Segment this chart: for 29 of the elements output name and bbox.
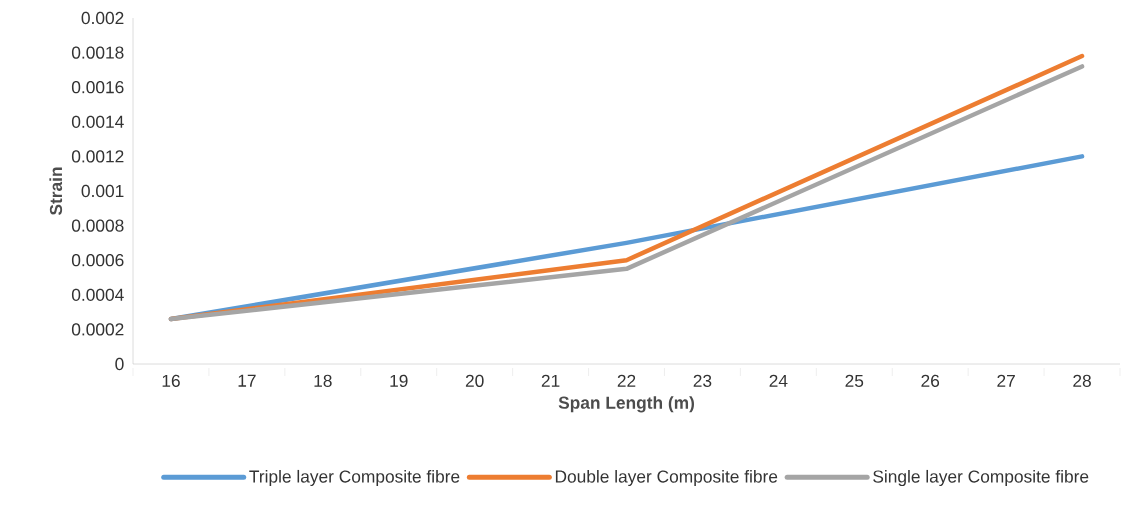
y-axis-title: Strain — [49, 167, 63, 216]
y-tick-label: 0 — [115, 357, 124, 371]
y-tick-label: 0.0002 — [71, 323, 124, 336]
y-tick-label: 0.0004 — [71, 288, 124, 301]
x-tick-label: 26 — [921, 374, 940, 387]
y-tick-label: 0.002 — [81, 11, 124, 25]
x-tick-label: 18 — [314, 374, 332, 387]
x-tick-label: 23 — [693, 374, 712, 387]
x-tick-label: 24 — [769, 374, 788, 387]
legend-label: Single layer Composite fibre — [873, 469, 1089, 487]
x-tick-label: 19 — [390, 374, 408, 387]
x-tick-label: 22 — [617, 374, 636, 387]
x-tick-label: 25 — [845, 374, 864, 387]
y-tick-label: 0.0008 — [71, 219, 124, 232]
x-tick-label: 20 — [465, 374, 484, 387]
x-tick-label: 17 — [238, 374, 256, 387]
y-tick-label: 0.0012 — [71, 150, 124, 163]
y-tick-label: 0.0018 — [71, 46, 124, 59]
y-tick-label: 0.0006 — [71, 254, 124, 267]
x-tick-label: 28 — [1073, 374, 1091, 387]
x-tick-label: 16 — [162, 374, 180, 387]
legend-label: Double layer Composite fibre — [555, 469, 778, 487]
y-tick-label: 0.0014 — [71, 115, 124, 128]
legend-label: Triple layer Composite fibre — [249, 469, 460, 487]
y-tick-label: 0.001 — [81, 184, 124, 198]
y-tick-label: 0.0016 — [71, 81, 124, 94]
x-tick-label: 27 — [997, 374, 1015, 387]
x-tick-label: 21 — [541, 374, 560, 387]
x-axis-title: Span Length (m) — [558, 396, 695, 413]
